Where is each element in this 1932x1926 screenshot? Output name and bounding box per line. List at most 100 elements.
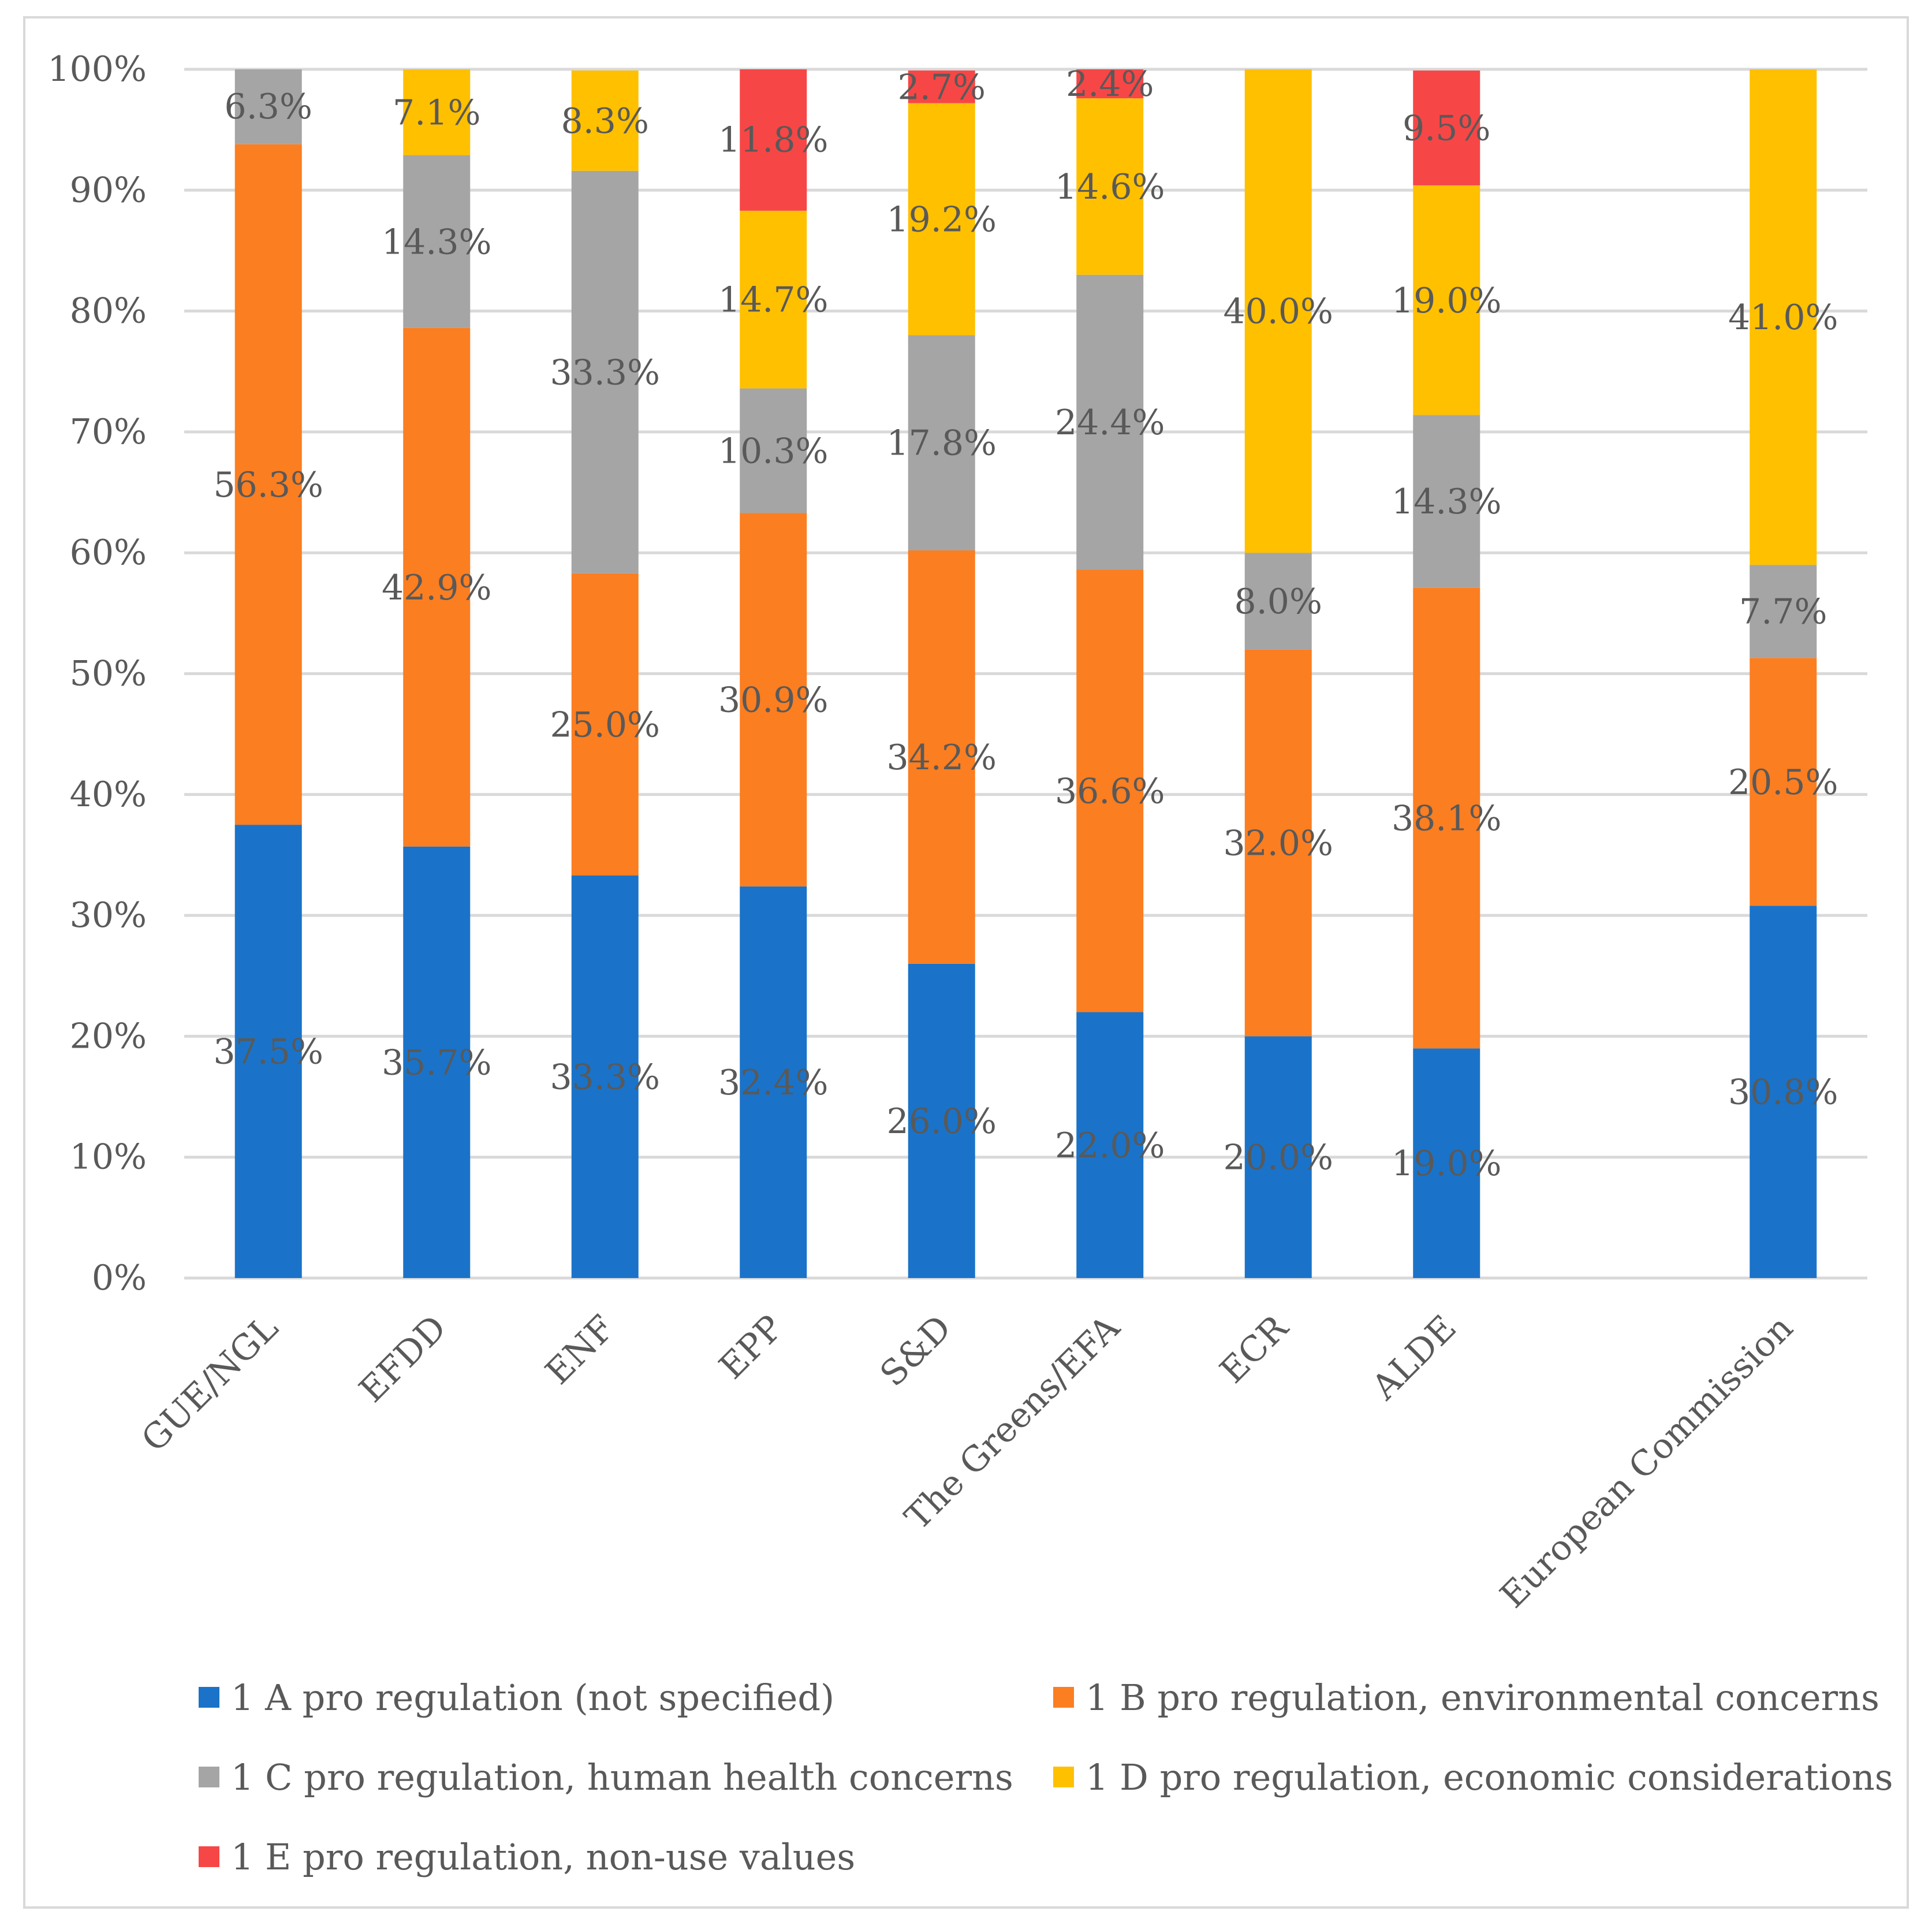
x-tick-label-alde: ALDE: [1364, 1307, 1464, 1408]
data-label-efdd-s3: 7.1%: [393, 92, 480, 133]
y-tick-label: 90%: [70, 170, 147, 210]
bar-segment-enf-s1: [571, 573, 639, 876]
bar-segment-alde-s4: [1413, 70, 1480, 185]
bar-segment-the-greens-efa-s1: [1076, 569, 1144, 1012]
bar-segment-enf-s3: [571, 70, 639, 171]
data-label-european-commission-s3: 41.0%: [1728, 297, 1838, 338]
data-label-epp-s0: 32.4%: [718, 1063, 829, 1103]
data-labels: 37.5% 56.3% 6.3% 35.7% 42.9% 14.3% 7.1% 33.3% 25…: [213, 64, 1838, 1184]
bar-segment-the-greens-efa-s0: [1076, 1012, 1144, 1278]
bar-segment-gue-ngl-s2: [234, 69, 302, 144]
legend-item-1d: 1 D pro regulation, economic considerati…: [1053, 1751, 1893, 1803]
legend-swatch-1b: [1053, 1687, 1074, 1708]
data-label-enf-s0: 33.3%: [550, 1057, 660, 1098]
data-label-epp-s2: 10.3%: [718, 431, 829, 471]
x-tick-label-s-d: S&D: [872, 1307, 959, 1394]
bar-segment-european-commission-s2: [1750, 565, 1817, 658]
data-label-efdd-s2: 14.3%: [382, 222, 492, 262]
bar-segment-enf-s0: [571, 876, 639, 1278]
y-tick-label: 40%: [70, 774, 147, 815]
bar-segment-epp-s1: [740, 513, 807, 886]
data-label-ecr-s2: 8.0%: [1234, 582, 1322, 622]
data-label-gue-ngl-s2: 6.3%: [225, 87, 312, 127]
data-label-gue-ngl-s0: 37.5%: [213, 1032, 323, 1072]
data-label-alde-s2: 14.3%: [1392, 482, 1502, 522]
data-label-european-commission-s0: 30.8%: [1728, 1072, 1838, 1113]
bar-segment-ecr-s0: [1244, 1036, 1312, 1278]
bar-segment-epp-s4: [740, 69, 807, 211]
stacked-bar-chart: 0% 10% 20% 30% 40% 50% 60% 70% 80% 90% 100% 37.5% 5…: [47, 49, 1867, 1616]
bar-segment-european-commission-s1: [1750, 658, 1817, 906]
y-tick-label: 30%: [70, 895, 147, 936]
data-label-epp-s1: 30.9%: [718, 680, 829, 720]
y-tick-label: 20%: [70, 1016, 147, 1056]
bar-segment-efdd-s2: [403, 155, 471, 328]
bar-segment-alde-s3: [1413, 185, 1480, 415]
bar-segment-epp-s3: [740, 210, 807, 389]
data-label-european-commission-s2: 7.7%: [1739, 592, 1827, 632]
data-label-the-greens-efa-s3: 14.6%: [1055, 167, 1165, 207]
bar-segment-european-commission-s0: [1750, 906, 1817, 1278]
data-label-gue-ngl-s1: 56.3%: [213, 465, 323, 505]
data-label-epp-s3: 14.7%: [718, 280, 829, 321]
data-label-the-greens-efa-s0: 22.0%: [1055, 1126, 1165, 1166]
legend-label-1c: 1 C pro regulation, human health concern…: [231, 1756, 1013, 1798]
x-tick-label-epp: EPP: [711, 1307, 791, 1387]
data-label-the-greens-efa-s2: 24.4%: [1055, 403, 1165, 443]
legend-swatch-1d: [1053, 1767, 1074, 1787]
bar-segment-s-d-s0: [908, 963, 975, 1278]
legend-item-1c: 1 C pro regulation, human health concern…: [199, 1751, 1053, 1803]
legend-label-1b: 1 B pro regulation, environmental concer…: [1086, 1676, 1879, 1719]
legend-swatch-1c: [199, 1767, 219, 1787]
y-tick-label: 70%: [70, 412, 147, 452]
bar-segment-ecr-s3: [1244, 69, 1312, 553]
data-label-the-greens-efa-s4: 2.4%: [1066, 64, 1154, 105]
data-label-the-greens-efa-s1: 36.6%: [1055, 772, 1165, 812]
bar-segment-efdd-s0: [403, 846, 471, 1278]
data-label-alde-s4: 9.5%: [1403, 109, 1490, 149]
y-tick-label: 50%: [70, 654, 147, 694]
bar-segment-ecr-s1: [1244, 649, 1312, 1037]
bar-segment-gue-ngl-s1: [234, 144, 302, 825]
data-label-s-d-s4: 2.7%: [898, 67, 986, 107]
bar-segment-efdd-s3: [403, 69, 471, 155]
legend-swatch-1a: [199, 1687, 219, 1708]
bars: [234, 69, 1817, 1278]
bar-segment-s-d-s1: [908, 550, 975, 964]
bar-segment-alde-s0: [1413, 1048, 1480, 1278]
x-tick-label-efdd: EFDD: [352, 1307, 454, 1410]
data-label-s-d-s2: 17.8%: [886, 423, 997, 464]
legend-label-1d: 1 D pro regulation, economic considerati…: [1086, 1756, 1893, 1798]
bar-segment-epp-s2: [740, 388, 807, 513]
data-label-s-d-s3: 19.2%: [886, 200, 997, 240]
data-label-ecr-s1: 32.0%: [1223, 824, 1333, 864]
bar-segment-european-commission-s3: [1750, 69, 1817, 565]
data-label-enf-s2: 33.3%: [550, 352, 660, 393]
x-tick-label-enf: ENF: [538, 1307, 622, 1392]
legend-swatch-1e: [199, 1846, 219, 1867]
bar-segment-enf-s2: [571, 170, 639, 573]
y-tick-label: 60%: [70, 532, 147, 573]
y-axis-ticks: 0% 10% 20% 30% 40% 50% 60% 70% 80% 90% 100%: [47, 49, 147, 1298]
y-tick-label: 10%: [70, 1137, 147, 1178]
data-label-ecr-s3: 40.0%: [1223, 292, 1333, 332]
data-label-s-d-s0: 26.0%: [886, 1101, 997, 1142]
legend-label-1a: 1 A pro regulation (not specified): [231, 1676, 835, 1719]
y-tick-label: 80%: [70, 291, 147, 331]
data-label-enf-s1: 25.0%: [550, 705, 660, 745]
x-tick-label-gue-ngl: GUE/NGL: [134, 1307, 286, 1460]
data-label-alde-s1: 38.1%: [1392, 799, 1502, 839]
data-label-european-commission-s1: 20.5%: [1728, 762, 1838, 803]
bar-segment-alde-s1: [1413, 587, 1480, 1049]
bar-segment-alde-s2: [1413, 415, 1480, 588]
bar-segment-efdd-s1: [403, 327, 471, 847]
y-tick-label: 100%: [47, 49, 147, 90]
legend-item-1a: 1 A pro regulation (not specified): [199, 1671, 1053, 1723]
legend-item-1e: 1 E pro regulation, non-use values: [199, 1831, 1053, 1883]
data-label-ecr-s0: 20.0%: [1223, 1138, 1333, 1178]
data-label-enf-s3: 8.3%: [561, 101, 649, 141]
bar-segment-gue-ngl-s0: [234, 825, 302, 1278]
data-label-s-d-s1: 34.2%: [886, 737, 997, 778]
x-tick-label-ecr: ECR: [1212, 1307, 1296, 1391]
bar-segment-the-greens-efa-s3: [1076, 98, 1144, 275]
